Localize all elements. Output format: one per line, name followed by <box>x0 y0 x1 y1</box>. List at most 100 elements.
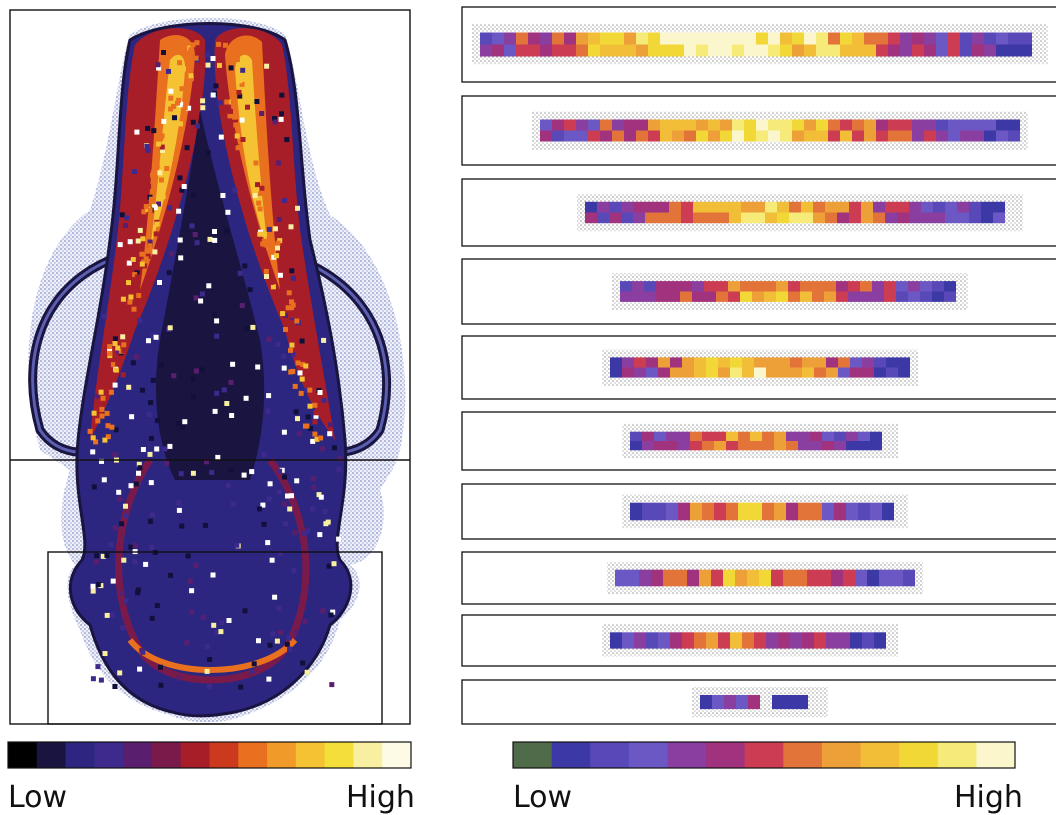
heatmap-pixel <box>158 682 164 688</box>
heatmap-pixel <box>272 226 278 232</box>
strip-cell <box>810 441 822 451</box>
strip-cell <box>824 291 836 302</box>
section-strip <box>461 483 1056 540</box>
heatmap-pixel <box>108 542 114 548</box>
strip-cell <box>798 441 810 451</box>
heatmap-pixel <box>272 119 278 125</box>
heatmap-pixel <box>143 561 149 567</box>
strip-cell <box>588 119 600 131</box>
strip-cell <box>945 201 957 213</box>
heatmap-pixel <box>105 423 111 429</box>
strip-cell <box>972 130 984 142</box>
heatmap-pixel <box>164 460 170 466</box>
heatmap-pixel <box>157 280 162 285</box>
strip-cell <box>648 119 660 131</box>
strip-cell <box>789 201 801 213</box>
colorbar-swatch <box>238 742 268 768</box>
strip-cell <box>696 44 708 57</box>
strip-cell <box>898 357 910 368</box>
strip-cell <box>681 201 693 213</box>
strip-cell <box>658 367 670 378</box>
strip-cell <box>936 32 948 45</box>
heatmap-pixel <box>151 333 156 339</box>
heatmap-pixel <box>275 342 281 347</box>
strip-cell <box>690 441 702 451</box>
strip-cell <box>972 32 984 45</box>
strip-cell <box>780 130 792 142</box>
strip-cell <box>706 632 718 649</box>
heatmap-pixel <box>176 500 182 506</box>
strip-cell <box>654 502 666 521</box>
strip-cell <box>633 201 645 213</box>
heatmap-pixel <box>160 148 165 153</box>
strip-cell <box>682 367 694 378</box>
strip-cell <box>660 44 672 57</box>
strip-cell <box>969 212 981 224</box>
colorbar-swatch <box>94 742 124 768</box>
strip-cell <box>742 367 754 378</box>
strip-cell <box>834 502 846 521</box>
strip-cell <box>702 431 714 441</box>
strip-cell <box>750 502 762 521</box>
heatmap-pixel <box>167 325 173 331</box>
heatmap-pixel <box>295 205 300 211</box>
heatmap-pixel <box>135 238 141 244</box>
strip-cell <box>864 119 876 131</box>
strip-cell <box>792 119 804 131</box>
strip-cell <box>718 632 730 649</box>
strip-cell <box>528 32 540 45</box>
strip-cell <box>588 32 600 45</box>
strip-cell <box>588 44 600 57</box>
strip-cell <box>730 367 742 378</box>
heatmap-pixel <box>275 240 281 246</box>
heatmap-pixel <box>90 583 96 589</box>
strip-cell <box>752 291 764 302</box>
heatmap-pixel <box>285 493 290 499</box>
heatmap-pixel <box>101 477 107 483</box>
strip-cell <box>684 119 696 131</box>
strip-cell <box>786 502 798 521</box>
strip-cell <box>788 291 800 302</box>
strip-cell <box>646 632 658 649</box>
heatmap-pixel <box>279 467 285 473</box>
heatmap-pixel <box>245 104 250 110</box>
strip-cell <box>780 44 792 57</box>
strip-cell <box>778 632 790 649</box>
heatmap-pixel <box>115 345 121 351</box>
heatmap-pixel <box>263 268 269 274</box>
heatmap-pixel <box>327 431 333 437</box>
heatmap-pixel <box>297 431 303 437</box>
strip-cell <box>612 130 624 142</box>
heatmap-pixel <box>166 68 171 74</box>
heatmap-pixel <box>230 501 236 507</box>
heatmap-pixel <box>191 192 197 198</box>
heatmap-pixel <box>184 640 190 646</box>
strip-cell <box>882 502 894 521</box>
heatmap-pixel <box>289 342 295 348</box>
strip-cell <box>564 32 576 45</box>
heatmap-pixel <box>239 303 245 309</box>
strip-cell <box>552 32 564 45</box>
strip-cell <box>687 569 699 587</box>
heatmap-pixel <box>123 598 129 604</box>
strip-cell <box>840 44 852 57</box>
heatmap-pixel <box>135 587 141 593</box>
strip-cell <box>600 44 612 57</box>
heatmap-pixel <box>259 185 265 191</box>
heatmap-pixel <box>330 609 336 615</box>
heatmap-pixel <box>251 661 257 667</box>
strip-cell <box>885 201 897 213</box>
heatmap-pixel <box>90 676 96 682</box>
heatmap-pixel <box>274 253 279 259</box>
heatmap-pixel <box>210 572 216 578</box>
strip-cell <box>802 367 814 378</box>
heatmap-pixel <box>150 377 156 383</box>
strip-cell <box>774 431 786 441</box>
heatmap-pixel <box>151 128 157 134</box>
heatmap-pixel <box>139 261 145 267</box>
heatmap-pixel <box>236 89 242 95</box>
heatmap-pixel <box>261 521 267 527</box>
strip-cell <box>960 44 972 57</box>
strip-cell <box>699 569 711 587</box>
strip-cell <box>632 281 644 292</box>
